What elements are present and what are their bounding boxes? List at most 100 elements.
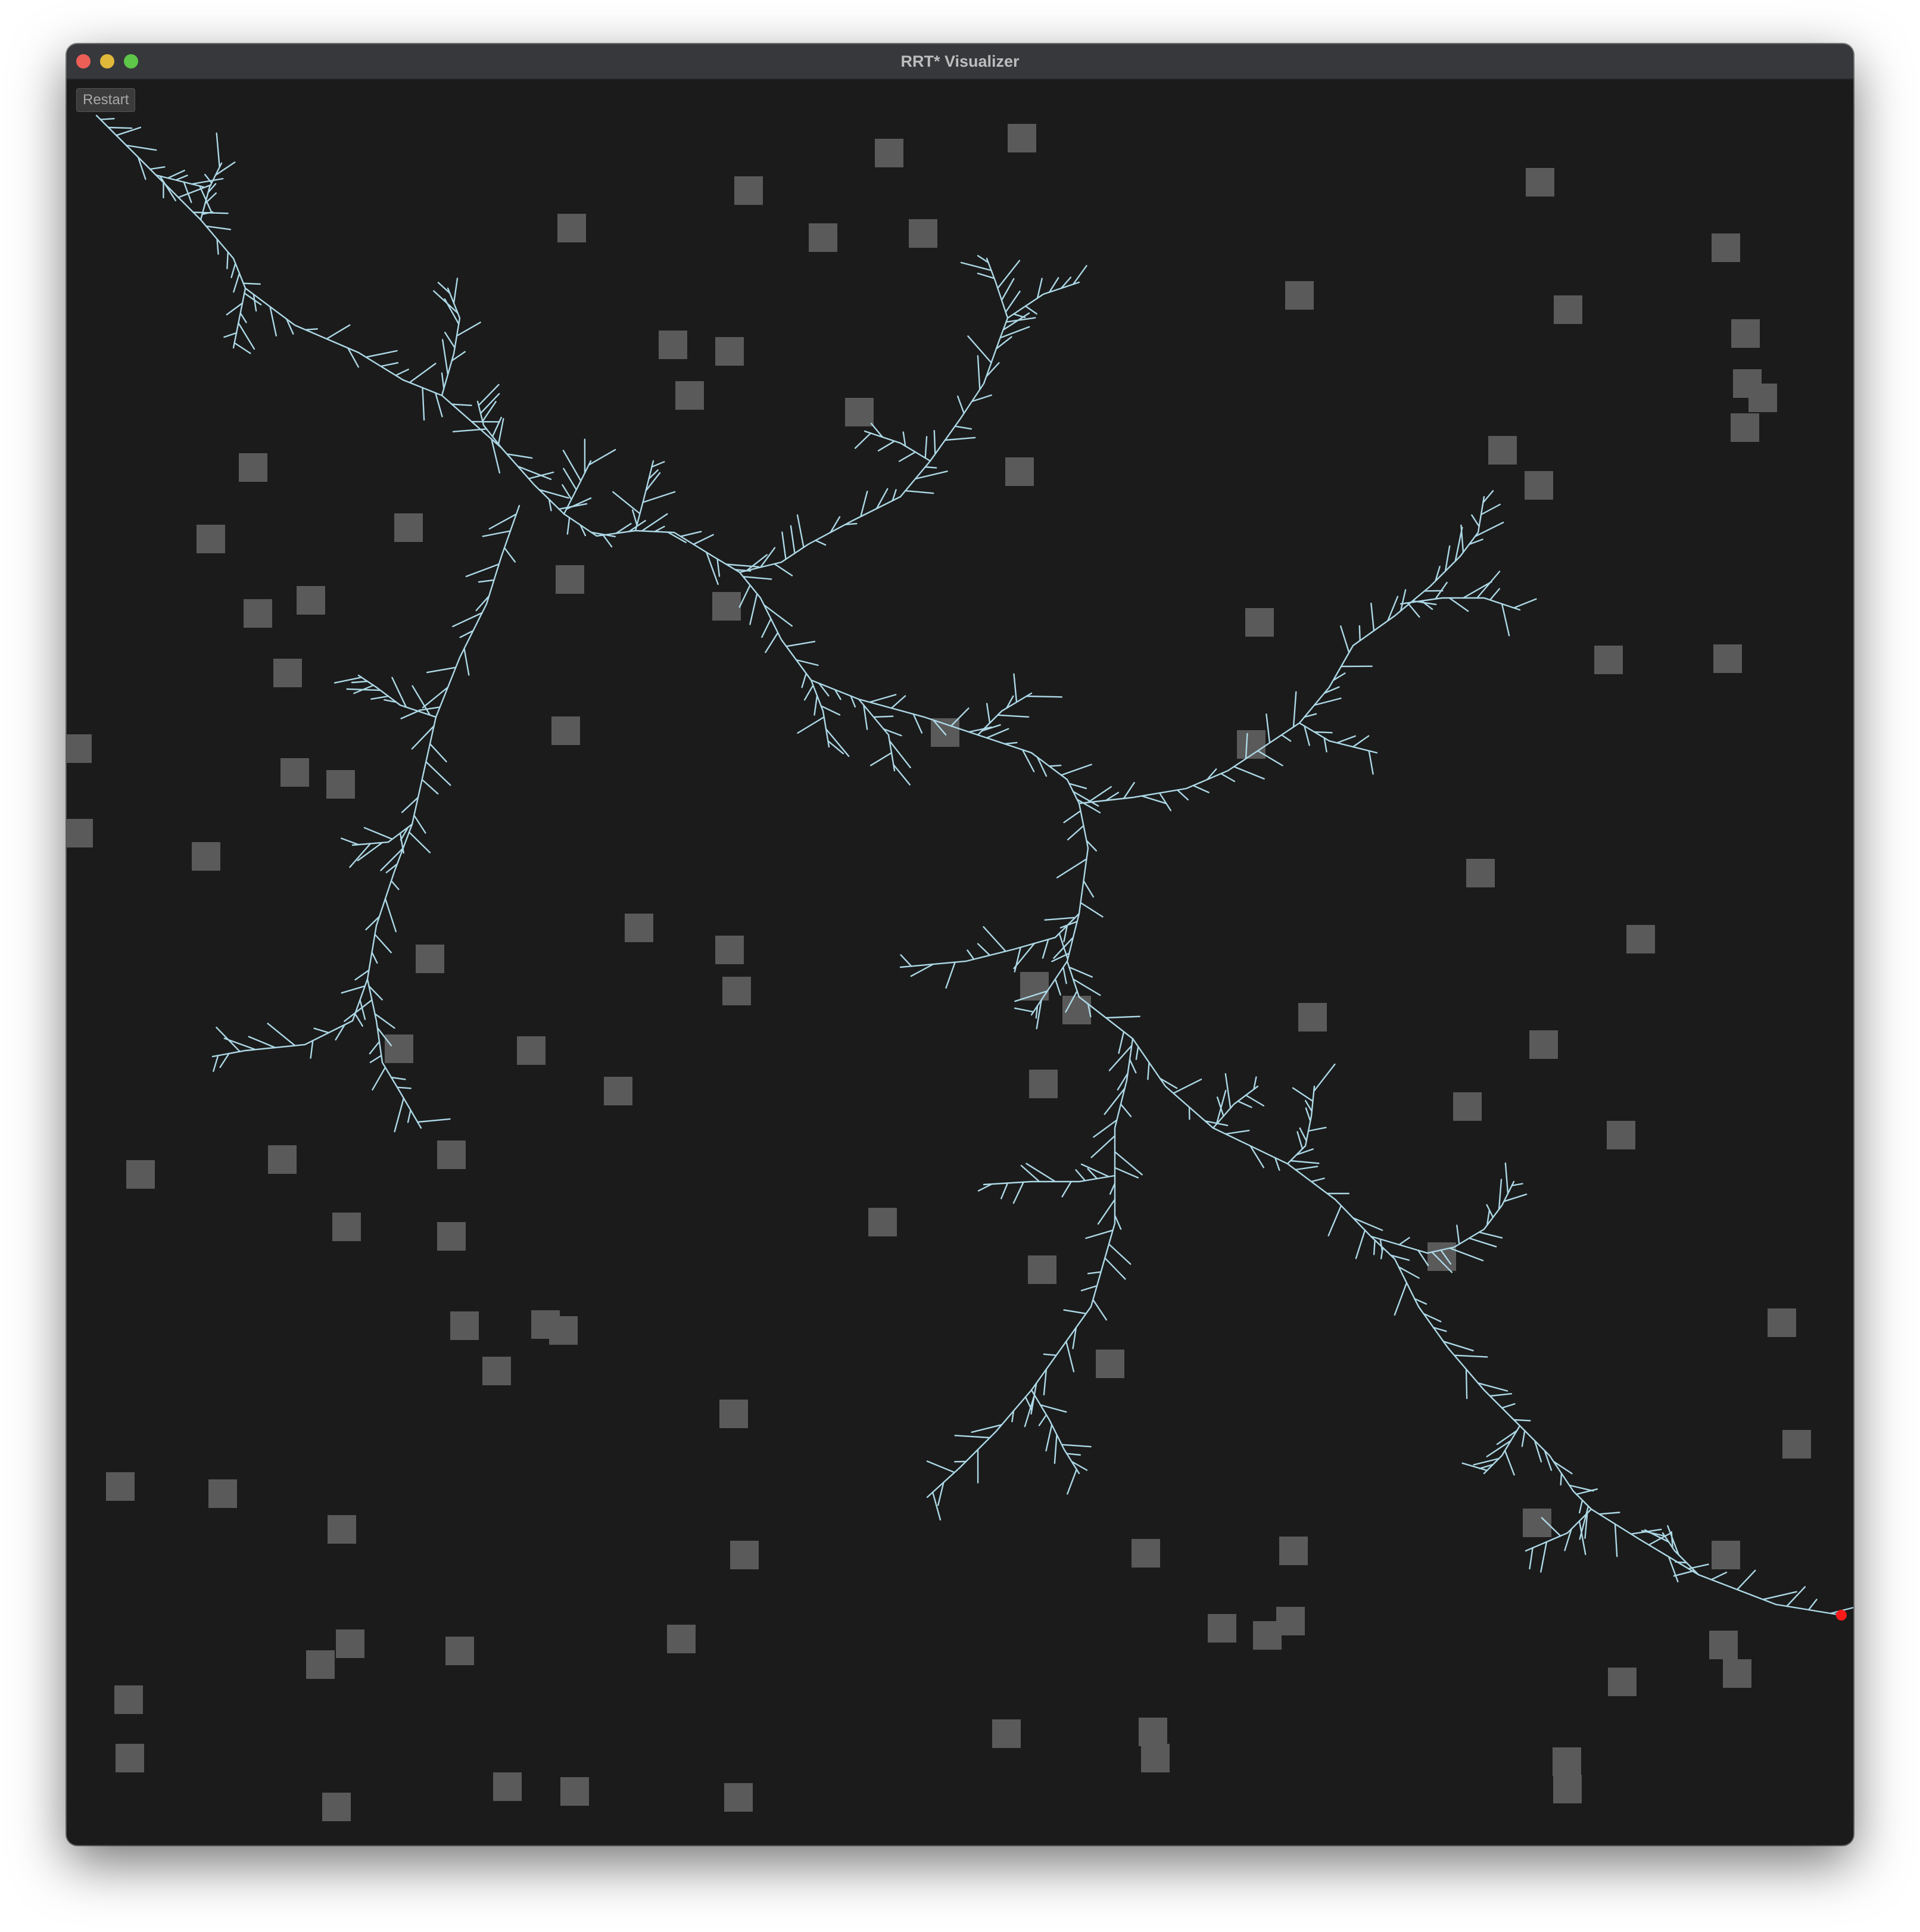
tree-twig (977, 1183, 993, 1192)
tree-twig (1710, 1571, 1728, 1581)
tree-twig (1667, 1525, 1679, 1556)
tree-twig (1054, 978, 1061, 996)
tree-twig (1370, 602, 1375, 632)
rrt-tree (95, 114, 1853, 1616)
tree-twig (1216, 1096, 1224, 1117)
obstacle-63 (1427, 1242, 1456, 1271)
tree-twig (394, 1097, 404, 1133)
tree-twig (651, 461, 665, 468)
tree-twig (1307, 1126, 1327, 1132)
tree-twig (1085, 1229, 1114, 1239)
tree-twig (1120, 1103, 1132, 1117)
obstacle-76 (1132, 1539, 1160, 1568)
obstacle-9 (1285, 281, 1314, 310)
tree-twig (422, 387, 425, 421)
tree-twig (950, 707, 970, 727)
tree-twig (566, 497, 592, 510)
tree-twig (1460, 524, 1464, 553)
obstacle-84 (336, 1629, 364, 1658)
tree-twig (313, 1027, 330, 1034)
minimize-traffic-light-icon[interactable] (100, 54, 114, 68)
tree-twig (370, 695, 389, 700)
tree-twig (761, 618, 772, 638)
tree-twig (954, 1435, 991, 1439)
tree-twig (372, 1067, 387, 1091)
maximize-traffic-light-icon[interactable] (124, 54, 138, 68)
tree-twig (459, 630, 474, 638)
tree-twig (872, 715, 894, 718)
tree-twig (1274, 1157, 1280, 1171)
tree-twig (1473, 1457, 1500, 1466)
tree-twig (1511, 1183, 1523, 1186)
tree-twig (1044, 917, 1076, 921)
tree-twig (213, 1055, 219, 1072)
tree-twig (765, 632, 779, 653)
obstacle-40 (1466, 859, 1495, 887)
tree-twig (344, 999, 373, 1023)
tree-twig (267, 1023, 296, 1046)
tree-twig (1598, 1512, 1620, 1515)
tree-twig (310, 1040, 314, 1059)
tree-twig (1489, 588, 1501, 601)
tree-twig (1390, 1254, 1410, 1261)
tree-twig (999, 326, 1030, 339)
tree-twig (374, 1013, 395, 1029)
tree-twig (1304, 725, 1310, 746)
tree-twig (1503, 1194, 1528, 1202)
obstacle-6 (1526, 168, 1554, 197)
tree-twig (1058, 933, 1068, 959)
tree-branch-21 (357, 674, 437, 718)
tree-twig (1043, 1368, 1048, 1396)
tree-branch-33 (563, 460, 592, 515)
tree-twig (479, 392, 500, 415)
obstacle-62 (1028, 1255, 1056, 1284)
tree-twig (425, 761, 451, 786)
tree-twig (790, 525, 796, 554)
tree-twig (875, 488, 889, 510)
obstacle-28 (1245, 608, 1274, 637)
tree-twig (1249, 1145, 1265, 1168)
tree-twig (214, 161, 236, 176)
tree-twig (1304, 1099, 1313, 1112)
tree-twig (1400, 589, 1407, 612)
obstacle-31 (273, 659, 302, 687)
tree-twig (1578, 1499, 1584, 1514)
tree-twig (628, 520, 646, 532)
obstacle-86 (445, 1637, 474, 1665)
obstacle-93 (1139, 1718, 1167, 1746)
tree-twig (1005, 317, 1036, 323)
tree-twig (1071, 1460, 1088, 1471)
tree-twig (401, 796, 419, 814)
tree-twig (1062, 966, 1067, 984)
tree-twig (357, 842, 384, 862)
tree-twig (503, 547, 516, 563)
tree-twig (977, 272, 995, 279)
close-traffic-light-icon[interactable] (76, 54, 91, 68)
obstacle-37 (326, 770, 355, 799)
obstacle-4 (809, 223, 837, 252)
restart-button[interactable]: Restart (76, 88, 136, 112)
tree-twig (482, 401, 497, 422)
tree-twig (99, 117, 115, 120)
tree-twig (1105, 792, 1120, 802)
tree-twig (1087, 1271, 1102, 1275)
tree-twig (463, 647, 470, 676)
tree-twig (238, 322, 255, 350)
tree-twig (1117, 1073, 1129, 1091)
tree-twig (422, 686, 449, 709)
tree-twig (413, 814, 426, 834)
tree-twig (216, 238, 219, 255)
tree-twig (1431, 1251, 1453, 1273)
tree-twig (1295, 1148, 1314, 1156)
tree-twig (985, 362, 1000, 378)
tree-twig (1432, 1326, 1447, 1332)
tree-twig (453, 278, 459, 304)
tree-twig (763, 604, 793, 627)
tree-branch-2 (1370, 1235, 1843, 1616)
tree-twig (1339, 625, 1350, 653)
tree-twig (667, 531, 687, 543)
tree-twig (517, 465, 552, 480)
visualization-canvas[interactable]: Restart (67, 80, 1853, 1845)
tree-twig (1114, 1167, 1139, 1179)
tree-twig (1313, 731, 1333, 734)
